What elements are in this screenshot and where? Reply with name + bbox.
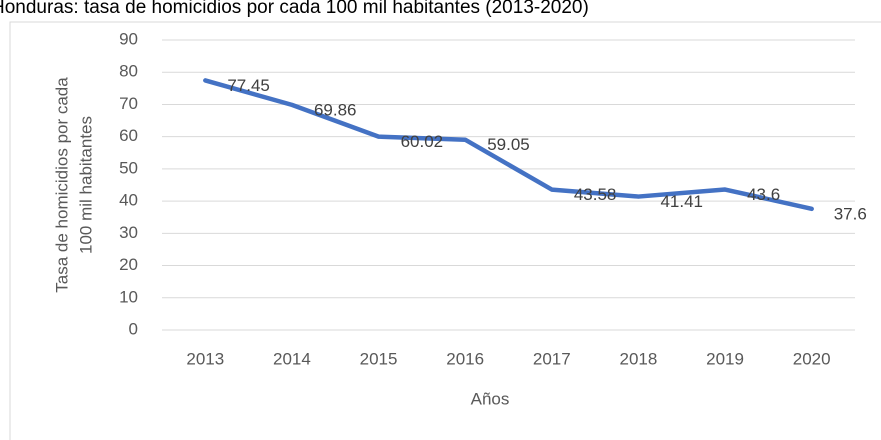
data-label: 37.6 [834, 204, 867, 223]
y-tick-label: 90 [119, 29, 138, 48]
data-label: 69.86 [314, 100, 357, 119]
data-label: 60.02 [401, 132, 444, 151]
data-label: 41.41 [660, 192, 703, 211]
y-tick-label: 20 [119, 255, 138, 274]
y-tick-label: 30 [119, 223, 138, 242]
data-label: 43.58 [574, 185, 617, 204]
y-tick-label: 60 [119, 126, 138, 145]
x-tick-label: 2017 [533, 349, 571, 368]
y-tick-label: 40 [119, 191, 138, 210]
data-label: 77.45 [227, 76, 270, 95]
data-label: 59.05 [487, 135, 530, 154]
chart-title: Honduras: tasa de homicidios por cada 10… [0, 0, 589, 18]
data-line [203, 78, 814, 212]
y-tick-label: 50 [119, 158, 138, 177]
y-tick-label: 0 [129, 319, 138, 338]
x-tick-label: 2020 [793, 349, 831, 368]
x-axis-title: Años [471, 389, 510, 408]
data-label: 43.6 [747, 185, 780, 204]
y-tick-label: 10 [119, 287, 138, 306]
y-tick-label: 80 [119, 62, 138, 81]
x-tick-label: 2013 [186, 349, 224, 368]
chart-frame [9, 21, 881, 440]
x-tick-label: 2016 [446, 349, 484, 368]
y-axis-title: Tasa de homicidios por cada 100 mil habi… [52, 77, 95, 293]
x-tick-label: 2019 [706, 349, 744, 368]
x-tick-label: 2015 [360, 349, 398, 368]
x-tick-label: 2014 [273, 349, 311, 368]
x-tick-label: 2018 [620, 349, 658, 368]
y-axis-title-line: Tasa de homicidios por cada [52, 77, 71, 293]
y-axis-title-line: 100 mil habitantes [76, 116, 95, 254]
y-tick-label: 70 [119, 94, 138, 113]
